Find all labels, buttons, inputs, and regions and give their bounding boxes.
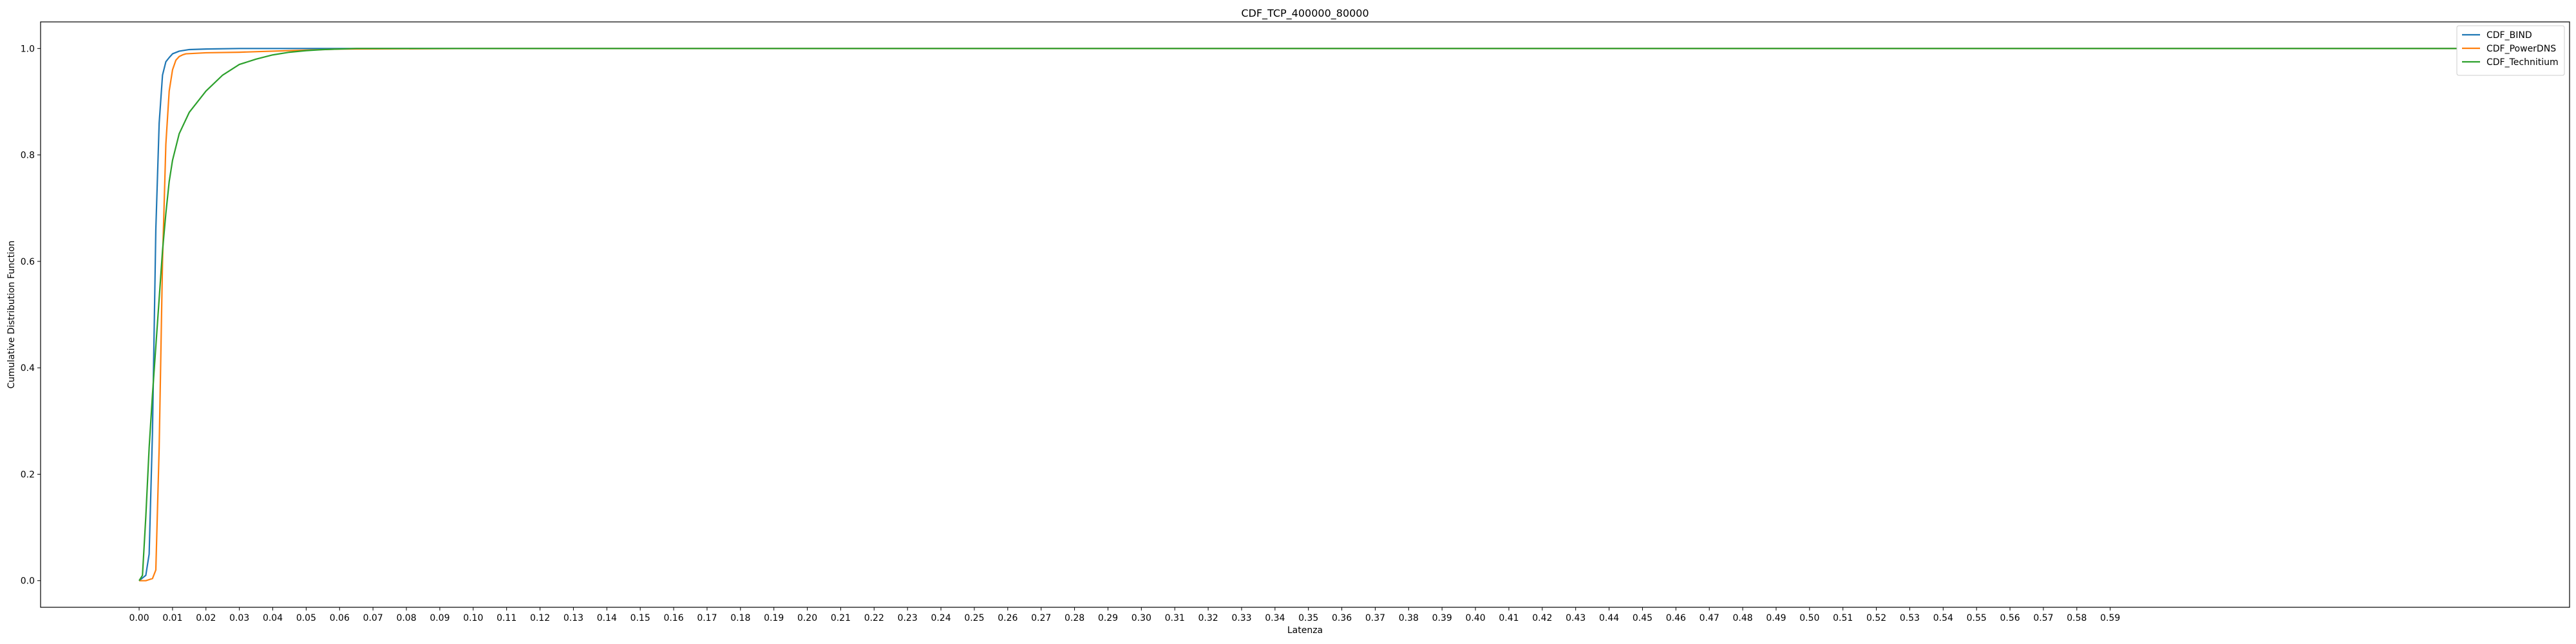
plot-area-frame bbox=[40, 21, 2570, 608]
x-tick-label: 0.10 bbox=[463, 613, 483, 623]
series-lines bbox=[138, 48, 2471, 582]
x-tick-label: 0.33 bbox=[1231, 613, 1251, 623]
x-tick-label: 0.58 bbox=[2067, 613, 2087, 623]
x-tick-label: 0.12 bbox=[530, 613, 550, 623]
legend-entry-label: CDF_Technitium bbox=[2486, 57, 2559, 68]
x-tick-label: 0.44 bbox=[1599, 613, 1619, 623]
x-tick-label: 0.13 bbox=[564, 613, 583, 623]
x-tick-label: 0.27 bbox=[1031, 613, 1051, 623]
x-tick-label: 0.00 bbox=[129, 613, 149, 623]
y-tick-label: 0.6 bbox=[21, 257, 35, 267]
x-tick-label: 0.42 bbox=[1532, 613, 1552, 623]
x-tick-label: 0.43 bbox=[1566, 613, 1586, 623]
x-tick-label: 0.39 bbox=[1432, 613, 1452, 623]
series-line-cdf-technitium bbox=[138, 48, 2471, 582]
x-tick-label: 0.16 bbox=[663, 613, 683, 623]
x-tick-label: 0.40 bbox=[1465, 613, 1485, 623]
x-tick-label: 0.38 bbox=[1399, 613, 1419, 623]
x-tick-label: 0.47 bbox=[1700, 613, 1719, 623]
series-line-cdf-powerdns bbox=[139, 48, 2471, 582]
x-tick-label: 0.32 bbox=[1198, 613, 1218, 623]
x-tick-label: 0.56 bbox=[2000, 613, 2020, 623]
x-tick-label: 0.08 bbox=[396, 613, 416, 623]
y-axis-label: Cumulative Distribution Function bbox=[6, 240, 17, 388]
x-axis-label: Latenza bbox=[1287, 625, 1323, 636]
x-tick-label: 0.51 bbox=[1833, 613, 1853, 623]
x-tick-label: 0.53 bbox=[1900, 613, 1920, 623]
y-tick-label: 1.0 bbox=[21, 44, 35, 54]
x-tick-label: 0.30 bbox=[1132, 613, 1151, 623]
x-tick-label: 0.52 bbox=[1866, 613, 1886, 623]
x-tick-label: 0.22 bbox=[864, 613, 884, 623]
x-tick-label: 0.14 bbox=[597, 613, 617, 623]
x-tick-label: 0.05 bbox=[296, 613, 316, 623]
x-tick-label: 0.03 bbox=[229, 613, 249, 623]
legend-entry-label: CDF_BIND bbox=[2486, 30, 2532, 41]
x-tick-label: 0.19 bbox=[764, 613, 784, 623]
x-tick-label: 0.24 bbox=[931, 613, 951, 623]
x-tick-label: 0.28 bbox=[1065, 613, 1084, 623]
x-tick-label: 0.07 bbox=[363, 613, 383, 623]
legend-box bbox=[2456, 25, 2565, 76]
x-tick-label: 0.04 bbox=[263, 613, 283, 623]
y-tick-label: 0.4 bbox=[21, 363, 35, 374]
x-tick-label: 0.26 bbox=[998, 613, 1018, 623]
x-tick-label: 0.11 bbox=[497, 613, 516, 623]
x-axis-ticks: 0.00 0.01 0.02 0.03 0.04 0.05 0.06 0.07 0.08 0.09… bbox=[129, 607, 2120, 623]
x-tick-label: 0.50 bbox=[1799, 613, 1819, 623]
x-tick-label: 0.02 bbox=[196, 613, 216, 623]
x-tick-label: 0.54 bbox=[1933, 613, 1953, 623]
x-tick-label: 0.37 bbox=[1365, 613, 1385, 623]
x-tick-label: 0.34 bbox=[1265, 613, 1285, 623]
x-tick-label: 0.57 bbox=[2033, 613, 2053, 623]
y-tick-label: 0.8 bbox=[21, 151, 35, 161]
x-tick-label: 0.31 bbox=[1165, 613, 1185, 623]
x-tick-label: 0.15 bbox=[630, 613, 650, 623]
x-tick-label: 0.49 bbox=[1766, 613, 1786, 623]
x-tick-label: 0.20 bbox=[797, 613, 817, 623]
x-tick-label: 0.36 bbox=[1332, 613, 1352, 623]
x-tick-label: 0.17 bbox=[697, 613, 717, 623]
x-tick-label: 0.55 bbox=[1967, 613, 1987, 623]
x-tick-label: 0.41 bbox=[1499, 613, 1519, 623]
x-tick-label: 0.46 bbox=[1666, 613, 1686, 623]
legend: CDF_BIND CDF_PowerDNS CDF_Technitium bbox=[2456, 25, 2565, 76]
y-tick-label: 0.2 bbox=[21, 469, 35, 480]
y-tick-label: 0.0 bbox=[21, 576, 35, 587]
x-tick-label: 0.09 bbox=[430, 613, 450, 623]
chart-title: CDF_TCP_400000_80000 bbox=[1241, 7, 1368, 20]
y-axis-ticks: 0.0 0.2 0.4 0.6 0.8 1.0 bbox=[21, 44, 41, 587]
x-tick-label: 0.48 bbox=[1732, 613, 1752, 623]
x-tick-label: 0.23 bbox=[898, 613, 918, 623]
x-tick-label: 0.18 bbox=[730, 613, 750, 623]
x-tick-label: 0.01 bbox=[162, 613, 182, 623]
x-tick-label: 0.59 bbox=[2100, 613, 2120, 623]
series-line-cdf-bind bbox=[138, 48, 2471, 582]
legend-entry-label: CDF_PowerDNS bbox=[2486, 44, 2556, 54]
x-tick-label: 0.21 bbox=[831, 613, 851, 623]
x-tick-label: 0.06 bbox=[330, 613, 350, 623]
x-tick-label: 0.25 bbox=[964, 613, 984, 623]
x-tick-label: 0.35 bbox=[1298, 613, 1318, 623]
x-tick-label: 0.29 bbox=[1098, 613, 1118, 623]
x-tick-label: 0.45 bbox=[1633, 613, 1653, 623]
